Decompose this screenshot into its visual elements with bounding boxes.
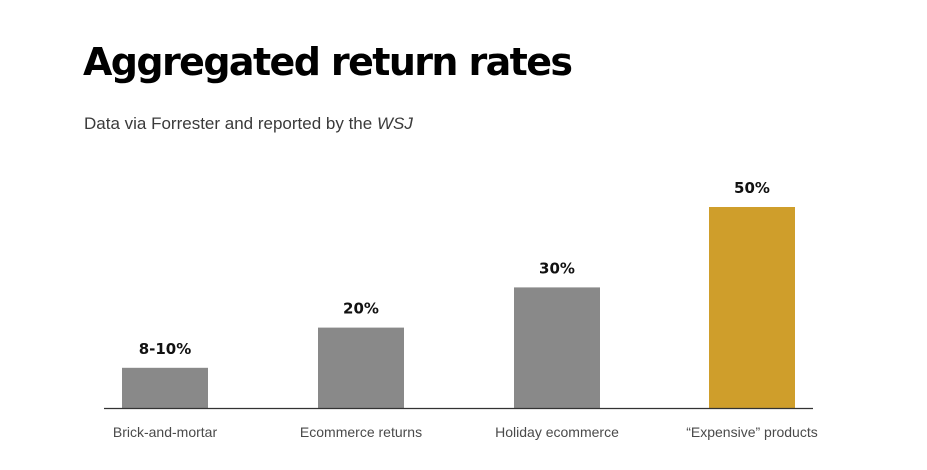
bar-2 <box>514 287 600 408</box>
data-label-1: 20% <box>343 300 379 318</box>
category-label-1: Ecommerce returns <box>300 424 422 440</box>
data-label-0: 8-10% <box>139 340 192 358</box>
subtitle-text: Data via Forrester and reported by the <box>84 114 377 133</box>
bar-1 <box>318 327 404 408</box>
category-label-3: “Expensive” products <box>686 424 818 440</box>
chart-subtitle: Data via Forrester and reported by the W… <box>84 114 413 134</box>
subtitle-source: WSJ <box>376 114 413 133</box>
data-label-2: 30% <box>539 259 575 277</box>
category-label-0: Brick-and-mortar <box>113 424 218 440</box>
bar-0 <box>122 367 208 408</box>
chart-title: Aggregated return rates <box>83 40 573 84</box>
category-label-2: Holiday ecommerce <box>495 424 619 440</box>
bar-3 <box>709 207 795 408</box>
data-label-3: 50% <box>734 179 770 197</box>
